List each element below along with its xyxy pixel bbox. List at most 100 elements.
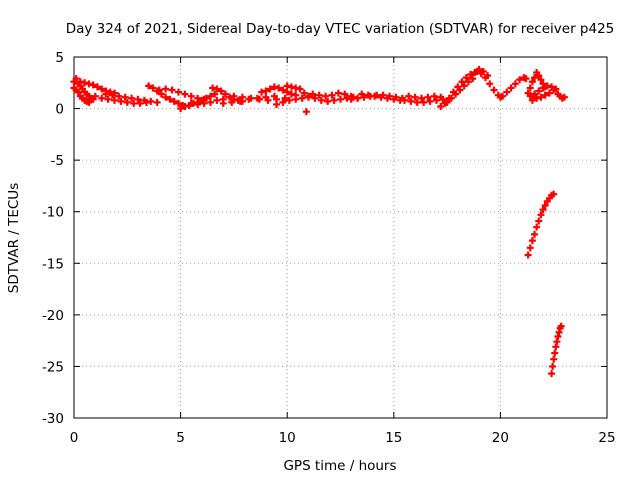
data-point	[464, 78, 472, 86]
data-point	[292, 95, 300, 103]
data-point	[462, 74, 470, 82]
data-point	[390, 95, 398, 103]
data-point	[541, 202, 549, 210]
data-point	[202, 94, 210, 102]
data-point	[285, 96, 293, 104]
data-point	[275, 84, 283, 92]
data-point	[371, 92, 379, 100]
data-point	[430, 92, 438, 100]
data-point	[484, 72, 492, 80]
y-tick-label: 5	[55, 50, 64, 66]
data-point	[447, 94, 455, 102]
data-point	[522, 75, 530, 83]
data-point	[407, 97, 415, 105]
data-point	[452, 90, 460, 98]
data-point	[528, 96, 536, 104]
data-point	[486, 80, 494, 88]
data-point	[236, 97, 244, 105]
data-point	[117, 97, 125, 105]
data-point	[74, 88, 82, 96]
data-point	[354, 94, 362, 102]
data-point	[456, 86, 464, 94]
data-point	[548, 370, 556, 378]
data-point	[93, 83, 101, 91]
data-point	[315, 91, 323, 99]
data-point	[531, 90, 539, 98]
data-point	[533, 223, 541, 231]
data-point	[155, 86, 163, 94]
data-point	[330, 96, 338, 104]
data-point	[524, 251, 532, 259]
y-tick-label: -20	[42, 308, 64, 324]
data-point	[262, 87, 270, 95]
data-point	[467, 71, 475, 79]
data-point	[364, 91, 372, 99]
data-point	[309, 90, 317, 98]
data-point	[528, 78, 536, 86]
data-point	[358, 90, 366, 98]
data-point	[549, 362, 557, 370]
data-point	[111, 96, 119, 104]
data-point	[238, 93, 246, 101]
data-point	[134, 95, 142, 103]
data-point	[405, 92, 413, 100]
data-point	[89, 81, 97, 89]
x-tick-label: 25	[598, 430, 615, 446]
data-point	[334, 89, 342, 97]
y-tick-label: 0	[55, 102, 64, 118]
data-point	[153, 98, 161, 106]
data-point	[437, 93, 445, 101]
data-point	[266, 85, 274, 93]
data-point	[98, 85, 106, 93]
data-point	[537, 76, 545, 84]
data-point	[545, 89, 553, 97]
data-point	[541, 91, 549, 99]
data-point	[194, 100, 202, 108]
data-point	[157, 90, 165, 98]
data-point	[305, 92, 313, 100]
data-point	[551, 349, 559, 357]
data-point	[211, 90, 219, 98]
data-point	[458, 78, 466, 86]
data-point	[162, 93, 170, 101]
data-point	[539, 206, 547, 214]
data-point	[511, 80, 519, 88]
data-point	[418, 94, 426, 102]
data-point	[123, 98, 131, 106]
data-point	[460, 82, 468, 90]
data-point	[91, 92, 99, 100]
data-point	[221, 90, 229, 98]
data-point	[503, 88, 511, 96]
data-point	[400, 96, 408, 104]
data-point	[273, 100, 281, 108]
data-point	[104, 95, 112, 103]
data-point	[121, 93, 129, 101]
data-point	[162, 85, 170, 93]
data-point	[507, 84, 515, 92]
data-point	[281, 94, 289, 102]
data-point	[475, 65, 483, 73]
data-point	[328, 91, 336, 99]
data-point	[85, 98, 93, 106]
data-point	[264, 96, 272, 104]
data-point	[322, 92, 330, 100]
plot-frame	[73, 56, 608, 419]
data-point	[531, 74, 539, 82]
data-point	[128, 94, 136, 102]
data-point	[177, 105, 185, 113]
data-point	[200, 99, 208, 107]
data-point	[413, 98, 421, 106]
data-point	[526, 244, 534, 252]
data-point	[108, 91, 116, 99]
data-point	[187, 92, 195, 100]
data-point	[168, 86, 176, 94]
data-point	[426, 97, 434, 105]
data-point	[147, 97, 155, 105]
data-point	[557, 322, 565, 330]
y-tick-label: -25	[42, 359, 64, 375]
x-tick-label: 15	[385, 430, 402, 446]
x-axis-label: GPS time / hours	[283, 458, 396, 474]
data-point	[341, 90, 349, 98]
data-point	[298, 94, 306, 102]
